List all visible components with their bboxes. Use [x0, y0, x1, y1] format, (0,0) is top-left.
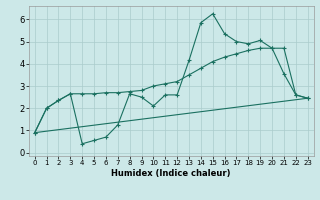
- X-axis label: Humidex (Indice chaleur): Humidex (Indice chaleur): [111, 169, 231, 178]
